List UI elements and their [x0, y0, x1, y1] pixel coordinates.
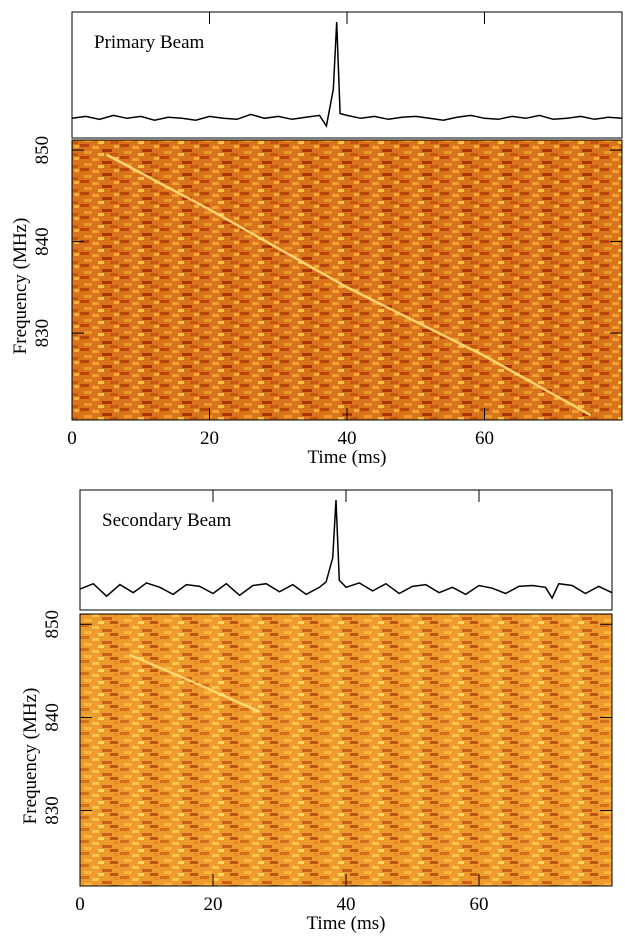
x-axis-label: Time (ms)	[307, 447, 386, 468]
x-tick-label: 0	[67, 428, 77, 449]
dispersion-sweep	[105, 153, 592, 417]
x-tick-label: 20	[200, 428, 219, 449]
x-tick-label: 60	[470, 894, 489, 915]
y-tick-label: 850	[32, 136, 53, 165]
profile-line	[71, 21, 623, 128]
x-tick-label: 0	[75, 894, 85, 915]
profile-frame	[71, 11, 623, 139]
x-tick-label: 40	[338, 428, 357, 449]
y-tick-label: 840	[32, 227, 53, 256]
x-tick-label: 40	[337, 894, 356, 915]
dispersion-sweep	[129, 653, 261, 713]
waterfall-background	[72, 140, 622, 420]
y-axis-label: Frequency (MHz)	[20, 688, 41, 825]
profile-line	[79, 499, 613, 600]
y-tick-label: 850	[42, 610, 63, 639]
y-tick-label: 840	[42, 703, 63, 732]
profile-frame	[79, 489, 613, 611]
waterfall-background	[80, 614, 612, 886]
y-tick-label: 830	[42, 796, 63, 825]
y-axis-label: Frequency (MHz)	[10, 218, 31, 355]
x-axis-label: Time (ms)	[306, 913, 385, 934]
x-tick-label: 20	[204, 894, 223, 915]
beam-label: Primary Beam	[94, 32, 205, 53]
y-tick-label: 830	[32, 319, 53, 348]
beam-label: Secondary Beam	[102, 510, 231, 531]
x-tick-label: 60	[475, 428, 494, 449]
